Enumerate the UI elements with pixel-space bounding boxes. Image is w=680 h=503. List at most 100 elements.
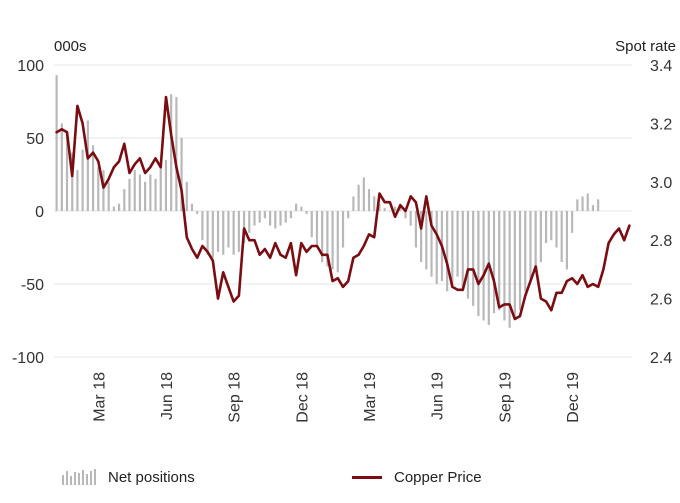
left-tick-label: -100 (12, 350, 44, 367)
bar (274, 211, 277, 229)
bar (91, 145, 95, 211)
bar (284, 211, 287, 223)
axes: -100 -50 0 50 100 2.4 2.6 2.8 3.0 3.2 3.4 Mar 18 Jun… (12, 58, 672, 423)
bar (227, 211, 230, 248)
bar (373, 196, 376, 211)
bar (180, 138, 183, 211)
right-tick-label: 3.4 (650, 58, 672, 75)
bar (196, 211, 199, 214)
bar (477, 211, 480, 317)
bar (159, 167, 162, 211)
bar (503, 211, 506, 321)
copper-price-line (55, 95, 631, 321)
bar (430, 211, 433, 277)
x-tick-label: Dec 18 (294, 372, 311, 423)
bar (560, 211, 563, 263)
bar (393, 206, 397, 211)
bar (591, 205, 595, 211)
bar (201, 211, 204, 241)
bar (138, 174, 142, 211)
bar (164, 159, 168, 211)
bar (435, 211, 438, 284)
bar (321, 211, 324, 263)
legend-item-copper-price: Copper Price (352, 466, 482, 488)
bar (362, 177, 365, 211)
bar (409, 211, 412, 226)
bar (378, 203, 381, 211)
bar (586, 193, 589, 211)
bar (550, 211, 553, 241)
bar (295, 203, 298, 211)
bar (534, 211, 537, 270)
bar (107, 181, 110, 211)
bar (414, 211, 417, 248)
bar (446, 211, 449, 292)
bar (336, 211, 339, 273)
bar (112, 206, 115, 211)
bar (222, 211, 225, 255)
bar (253, 211, 256, 226)
left-tick-label: 100 (17, 58, 44, 75)
bar (539, 211, 542, 263)
right-tick-label: 3.2 (650, 116, 672, 133)
bar (144, 181, 147, 211)
bar (456, 211, 459, 277)
bar (263, 211, 266, 219)
right-tick-label: 2.8 (650, 233, 672, 250)
bar (315, 211, 319, 248)
bar (305, 211, 308, 214)
bar (211, 211, 214, 258)
bar (289, 211, 293, 219)
left-tick-label: -50 (21, 277, 44, 294)
bar (206, 211, 209, 255)
bar (97, 167, 100, 211)
bar (508, 211, 511, 328)
bar (71, 152, 74, 211)
bar (237, 211, 240, 252)
bar (190, 203, 194, 211)
bar (300, 206, 303, 211)
bar (451, 211, 454, 287)
line-series (55, 95, 631, 321)
bar (133, 170, 136, 211)
x-tick-label: Jun 19 (430, 372, 447, 420)
bar (102, 170, 105, 211)
legend-label-copper-price: Copper Price (394, 468, 482, 486)
bar (357, 184, 360, 211)
line-swatch-icon (352, 475, 382, 479)
left-axis-title: 000s (54, 38, 87, 55)
bar (128, 178, 131, 211)
bar (175, 97, 178, 211)
bar (60, 123, 63, 211)
legend-label-net-positions: Net positions (108, 468, 195, 486)
left-tick-label: 0 (35, 204, 44, 221)
bar (341, 211, 345, 248)
bar (326, 211, 329, 267)
bar (86, 120, 89, 211)
chart-svg: -100 -50 0 50 100 2.4 2.6 2.8 3.0 3.2 3.4 Mar 18 Jun… (12, 38, 676, 423)
bar (404, 211, 407, 219)
x-tick-label: Mar 18 (91, 372, 108, 422)
legend-item-net-positions: Net positions (62, 466, 195, 488)
bar-series (55, 75, 600, 328)
right-tick-label: 2.4 (650, 350, 672, 367)
bar (347, 211, 350, 219)
right-tick-label: 2.6 (650, 292, 672, 309)
left-tick-label: 50 (26, 131, 44, 148)
bar (425, 211, 428, 270)
bar (248, 211, 251, 233)
bar (81, 149, 84, 211)
x-tick-label: Sep 19 (497, 372, 514, 423)
bar (513, 211, 516, 318)
bar (420, 211, 423, 263)
right-axis-title: Spot rate (615, 38, 676, 55)
bar (216, 211, 220, 252)
bar (565, 211, 569, 270)
x-tick-label: Dec 19 (565, 372, 582, 423)
bar (461, 211, 464, 292)
x-tick-label: Jun 18 (159, 372, 176, 420)
bar (544, 211, 548, 244)
bar (232, 211, 235, 255)
bar (65, 130, 69, 211)
